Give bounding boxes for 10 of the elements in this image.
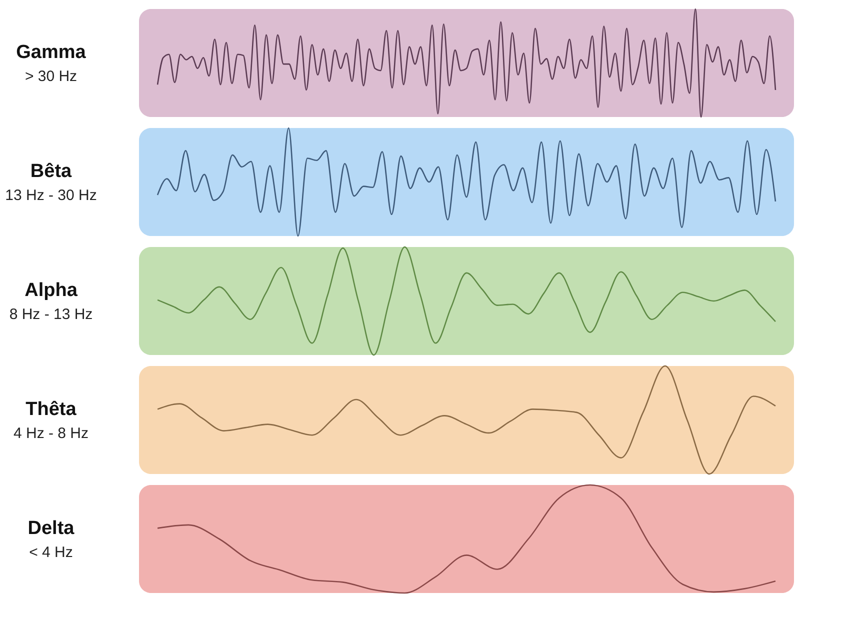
text: 4 Hz - 8 Hz [13,425,89,442]
text: 13 Hz - 30 Hz [5,187,97,204]
text: Thêta [26,399,77,420]
text: Gamma [16,42,86,63]
text: > 30 Hz [24,68,78,85]
text: Bêta [30,161,72,182]
text: Alpha [24,280,78,301]
text: < 4 Hz [29,544,73,561]
text: Delta [28,518,75,539]
text: 8 Hz - 13 Hz [9,306,93,323]
